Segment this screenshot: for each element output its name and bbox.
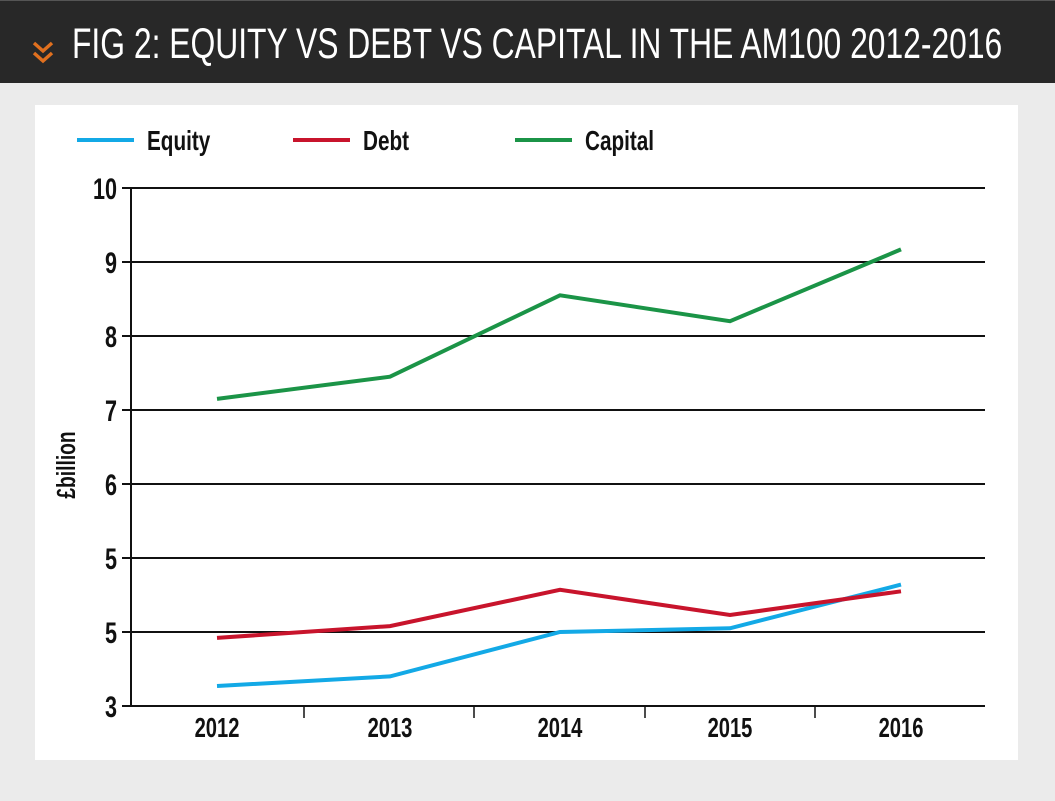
y-tick-label: 6 xyxy=(105,467,117,501)
legend-label-debt: Debt xyxy=(363,126,409,157)
series-line-debt xyxy=(216,587,902,640)
x-tick-label: 2016 xyxy=(879,713,924,744)
figure-header: FIG 2: EQUITY VS DEBT VS CAPITAL IN THE … xyxy=(0,0,1055,83)
chart-panel: Equity Debt Capital 10 9 8 7 6 5 5 3 2012 2013 2014 20… xyxy=(35,105,1018,760)
y-tick-label: 7 xyxy=(105,393,117,427)
series-line-equity xyxy=(216,582,902,688)
figure-title: FIG 2: EQUITY VS DEBT VS CAPITAL IN THE … xyxy=(72,20,1003,68)
line-chart: Equity Debt Capital 10 9 8 7 6 5 5 3 2012 2013 2014 20… xyxy=(51,126,985,744)
y-axis-label: £billion xyxy=(51,431,81,498)
y-tick-label: 10 xyxy=(93,171,117,205)
legend-label-capital: Capital xyxy=(585,126,654,157)
y-tick-label: 8 xyxy=(105,319,117,353)
legend-label-equity: Equity xyxy=(147,126,211,157)
series-line-capital xyxy=(216,247,902,401)
x-tick-label: 2012 xyxy=(195,713,240,744)
x-tick-label: 2015 xyxy=(708,713,753,744)
y-tick-label: 9 xyxy=(105,245,117,279)
y-tick-label: 5 xyxy=(105,541,117,575)
double-chevron-down-icon xyxy=(32,41,54,64)
x-tick-label: 2013 xyxy=(368,713,413,744)
x-tick-label: 2014 xyxy=(538,713,583,744)
y-tick-label: 5 xyxy=(105,615,117,649)
y-tick-label: 3 xyxy=(105,689,117,723)
